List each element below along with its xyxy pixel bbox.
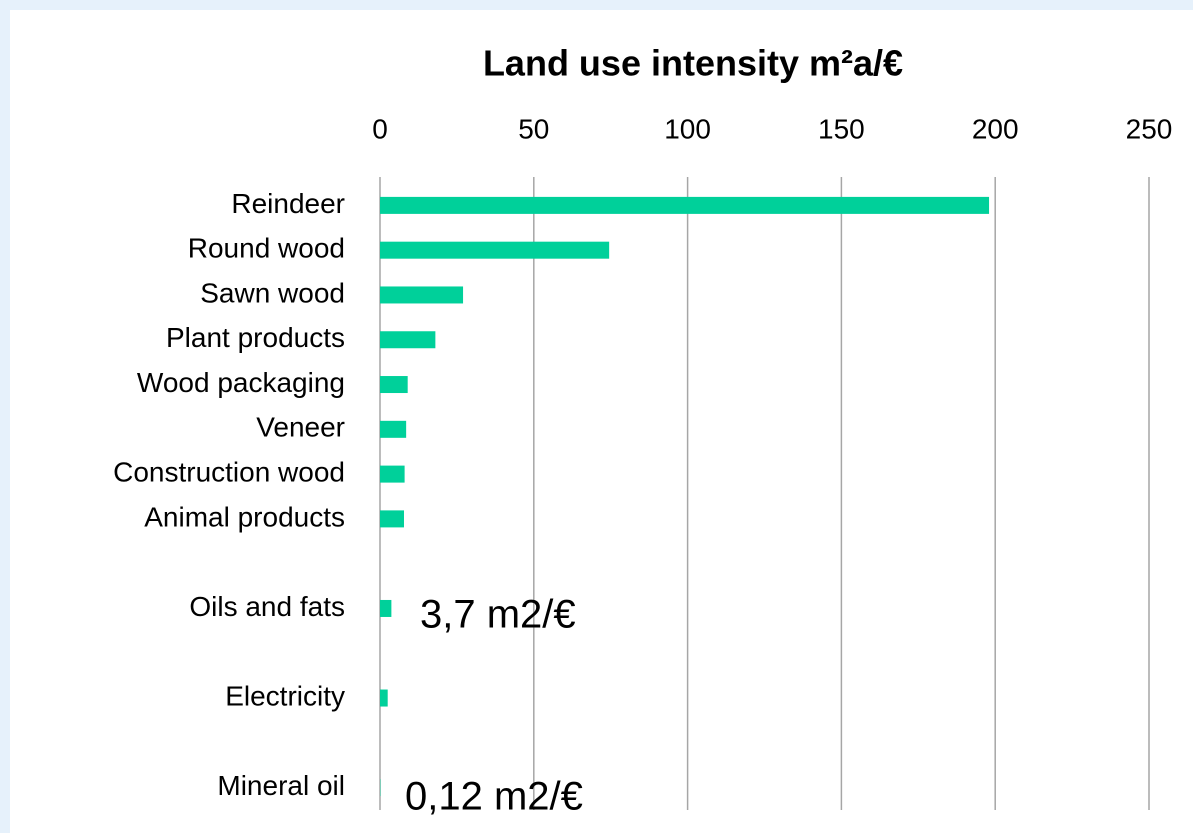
bar (380, 465, 405, 483)
bar (380, 510, 404, 528)
y-tick-label: Veneer (256, 412, 345, 443)
y-tick-label: Round wood (188, 233, 345, 264)
y-tick-label: Sawn wood (200, 277, 345, 308)
bar (380, 689, 388, 707)
bar (380, 420, 407, 438)
chart-title: Land use intensity m²a/€ (483, 43, 903, 84)
y-tick-label: Plant products (166, 322, 345, 353)
bar (380, 376, 408, 394)
x-tick-label: 100 (664, 113, 711, 144)
y-tick-label: Animal products (144, 501, 345, 532)
x-tick-label: 150 (818, 113, 865, 144)
x-tick-label: 50 (518, 113, 549, 144)
bar (380, 286, 464, 304)
y-tick-label: Construction wood (113, 456, 345, 487)
bar (380, 599, 392, 617)
y-tick-label: Mineral oil (217, 770, 345, 801)
x-tick-label: 200 (972, 113, 1019, 144)
y-tick-label: Oils and fats (189, 591, 345, 622)
y-tick-label: Reindeer (231, 188, 345, 219)
bar (380, 331, 436, 349)
y-tick-label: Wood packaging (137, 367, 345, 398)
bar (380, 241, 610, 259)
x-tick-label: 250 (1126, 113, 1173, 144)
annotation: 0,12 m2/€ (405, 775, 583, 819)
y-tick-label: Electricity (225, 680, 345, 711)
bar (380, 196, 990, 214)
annotation: 3,7 m2/€ (420, 593, 576, 637)
x-tick-label: 0 (372, 113, 388, 144)
